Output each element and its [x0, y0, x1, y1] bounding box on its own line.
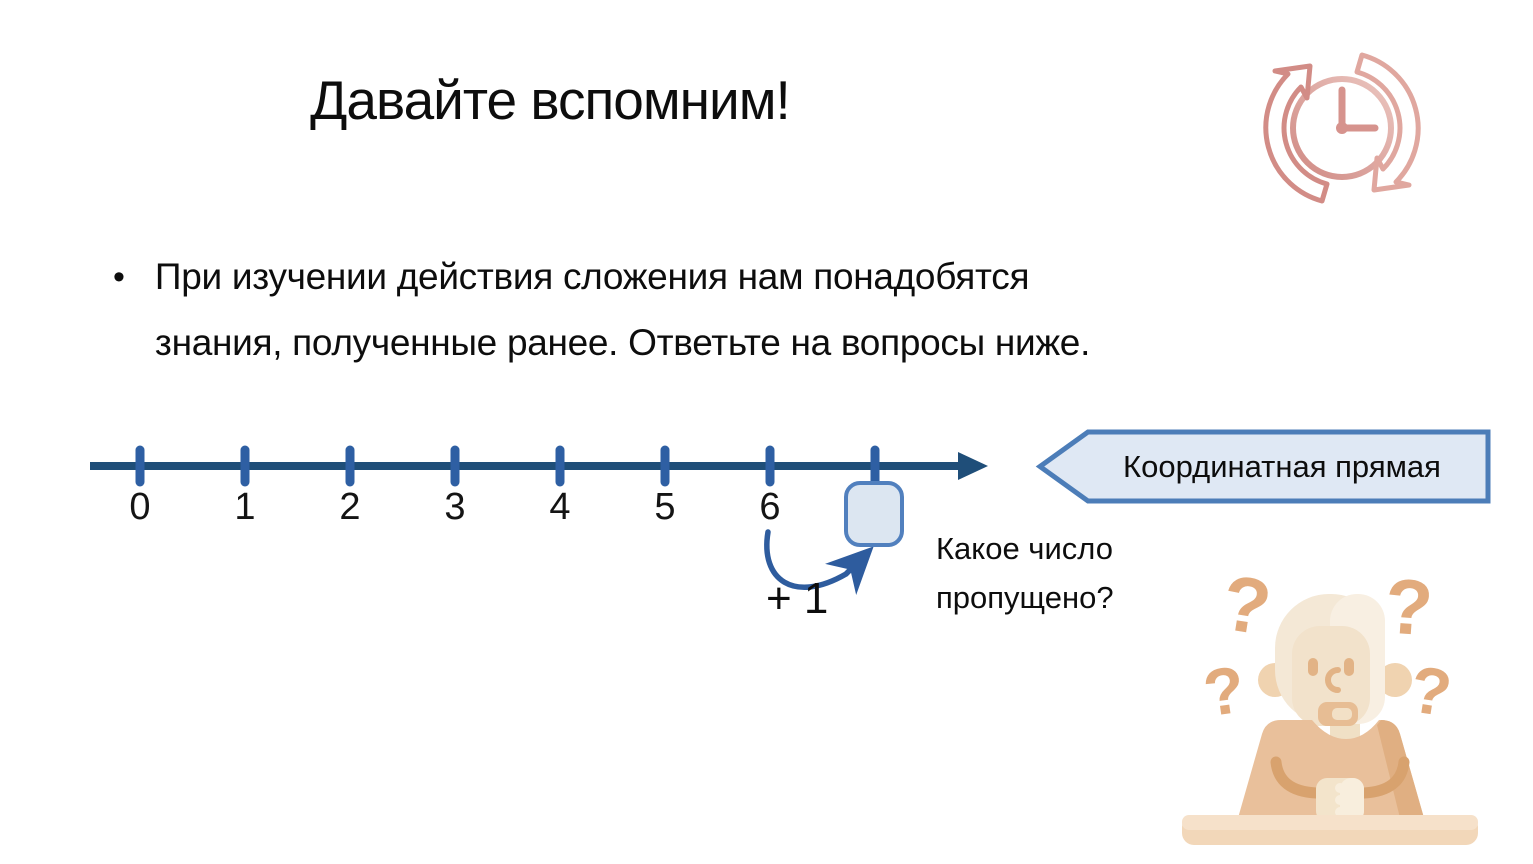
- cycle-arrow-left-icon: [1263, 63, 1330, 204]
- bullet-line-1: При изучении действия сложения нам понад…: [154, 256, 1030, 297]
- arm-left: [1270, 756, 1322, 799]
- eye-right: [1344, 658, 1354, 676]
- tick-label-1: 1: [234, 486, 256, 528]
- slide-title: Давайте вспомним!: [310, 69, 791, 131]
- head: [1275, 594, 1385, 726]
- open-mouth: [1318, 702, 1358, 726]
- torso: [1238, 720, 1424, 822]
- ear-right: [1378, 663, 1412, 697]
- operation-label: + 1: [766, 574, 829, 623]
- bullet-marker: •: [113, 258, 125, 296]
- history-clock-icon: [1263, 52, 1421, 204]
- missing-number-question: Какое число пропущено?: [936, 524, 1114, 622]
- plus-one-curved-arrow: [764, 529, 874, 595]
- arm-right: [1358, 756, 1410, 799]
- bullet-paragraph: • При изучении действия сложения нам пон…: [113, 244, 1090, 376]
- question-mark-icon: ?: [1405, 651, 1456, 730]
- number-line-figure: [90, 445, 988, 595]
- axis-arrowhead: [958, 452, 988, 480]
- eye-left: [1308, 658, 1318, 676]
- bullet-line-2: знания, полученные ранее. Ответьте на во…: [154, 322, 1091, 363]
- confused-person-icon: ? ? ? ?: [1182, 562, 1478, 845]
- tick-label-4: 4: [549, 486, 571, 528]
- missing-number-box: [844, 481, 904, 547]
- clasped-hands: [1316, 778, 1364, 822]
- tick-label-0: 0: [129, 486, 151, 528]
- question-line-2: пропущено?: [936, 580, 1114, 615]
- coordinate-line-callout-shape: [1035, 429, 1491, 504]
- nose: [1325, 667, 1341, 693]
- question-line-1: Какое число: [936, 531, 1113, 566]
- tick-label-5: 5: [654, 486, 676, 528]
- desk: [1182, 815, 1478, 845]
- tick-label-3: 3: [444, 486, 466, 528]
- question-mark-icon: ?: [1216, 562, 1277, 652]
- question-mark-icon: ?: [1199, 651, 1249, 730]
- question-mark-icon: ?: [1382, 562, 1436, 653]
- tick-label-2: 2: [339, 486, 361, 528]
- cycle-arrow-right-icon: [1354, 52, 1421, 193]
- coordinate-line-callout-label: Координатная прямая: [1123, 449, 1441, 484]
- clock-face-icon: [1290, 76, 1394, 180]
- number-line-axis: [90, 452, 988, 480]
- number-line-ticks: [135, 445, 880, 487]
- tick-label-6: 6: [759, 486, 781, 528]
